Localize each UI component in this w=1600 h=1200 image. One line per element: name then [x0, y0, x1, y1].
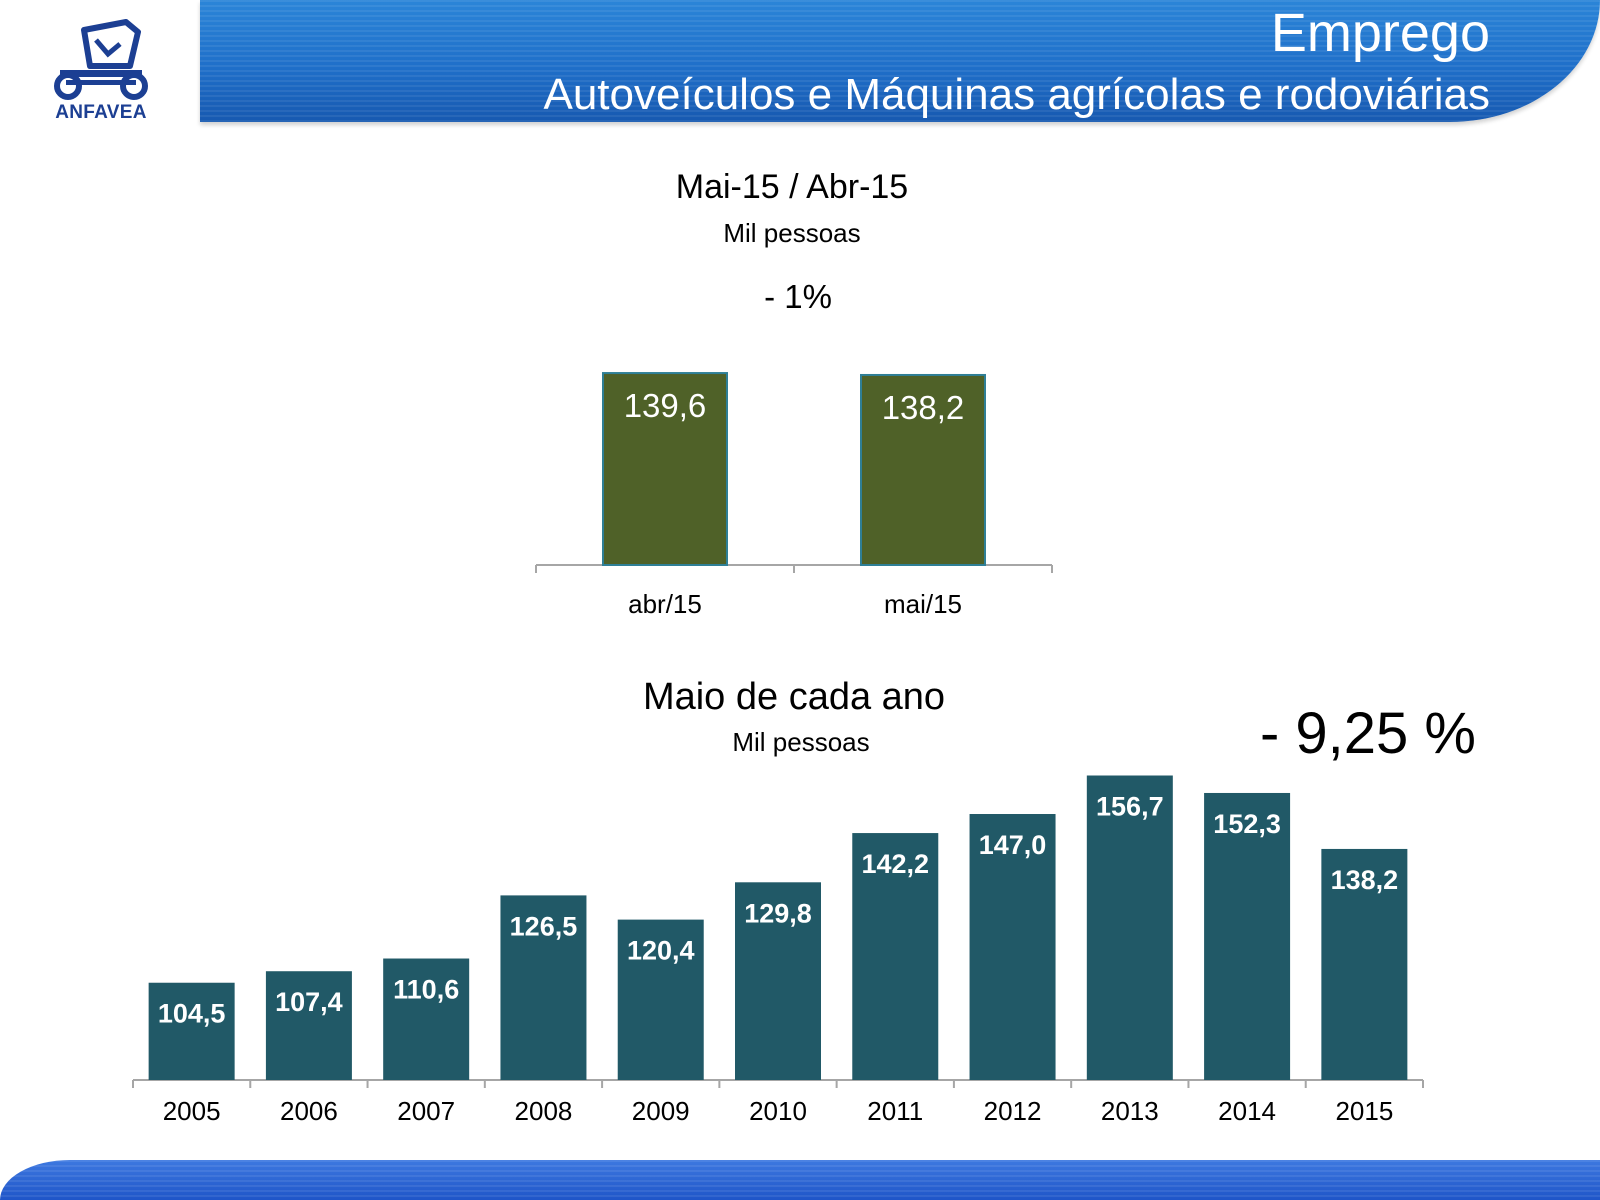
chart2-data-label: 107,4	[275, 987, 343, 1017]
chart2-tick-label: 2008	[515, 1096, 573, 1126]
chart2-bar	[969, 814, 1056, 1080]
chart1-title: Mai-15 / Abr-15	[675, 168, 909, 206]
chart2-data-label: 138,2	[1331, 865, 1399, 895]
chart2-data-label: 156,7	[1096, 792, 1164, 822]
header-band: Emprego Autoveículos e Máquinas agrícola…	[200, 0, 1600, 122]
chart2-subtitle: Mil pessoas	[732, 727, 870, 757]
chart2-data-label: 126,5	[510, 911, 578, 941]
chart1-tick-label: abr/15	[628, 589, 702, 619]
chart2-data-label: 142,2	[861, 849, 929, 879]
chart2-tick-label: 2012	[984, 1096, 1042, 1126]
chart2-bar	[735, 882, 821, 1080]
chart1-subtitle: Mil pessoas	[723, 218, 861, 248]
chart1-data-label: 139,6	[624, 387, 707, 424]
page-title: Emprego	[1270, 3, 1490, 63]
anfavea-logo: ANFAVEA	[46, 18, 156, 128]
chart2-tick-label: 2007	[397, 1096, 455, 1126]
page-subtitle: Autoveículos e Máquinas agrícolas e rodo…	[543, 70, 1490, 119]
chart2-data-label: 120,4	[627, 936, 695, 966]
chart2-tick-label: 2014	[1218, 1096, 1276, 1126]
chart1-bar	[860, 373, 986, 566]
chart2-bar	[852, 833, 939, 1080]
logo-text: ANFAVEA	[55, 102, 147, 123]
chart1-tick-label: mai/15	[884, 589, 962, 619]
chart1-bar	[602, 372, 728, 566]
chart2-change-annotation: - 9,25 %	[1260, 701, 1476, 766]
chart2-data-label: 152,3	[1213, 809, 1281, 839]
footer-band	[0, 1160, 1600, 1200]
chart2-bar	[1204, 792, 1291, 1080]
chart2-bar	[148, 982, 235, 1080]
chart2-data-label: 129,8	[744, 898, 812, 928]
chart2-tick-label: 2013	[1101, 1096, 1159, 1126]
chart1-plot: 139,6 abr/15 138,2 mai/15	[535, 372, 1053, 619]
chart2-plot: 104,5 2005 107,4 2006 110,6 2007 126,5 2008 120,…	[132, 775, 1424, 1126]
chart2-title: Maio de cada ano	[642, 676, 946, 718]
chart2-bar	[383, 958, 470, 1080]
chart2-data-label: 104,5	[158, 999, 226, 1029]
chart2-tick-label: 2005	[163, 1096, 221, 1126]
chart2-bar	[500, 895, 587, 1080]
chart2-tick-label: 2011	[867, 1096, 923, 1126]
chart2-tick-label: 2015	[1335, 1096, 1393, 1126]
tractor-logo-icon	[54, 19, 148, 100]
chart1-change-annotation: - 1%	[764, 278, 832, 315]
chart2-bar	[1321, 848, 1408, 1080]
chart2-tick-label: 2006	[280, 1096, 338, 1126]
chart2-bar	[1086, 775, 1173, 1080]
chart2-bar	[617, 919, 704, 1080]
chart2-tick-label: 2009	[632, 1096, 690, 1126]
chart2-bar	[265, 971, 352, 1080]
chart2-tick-label: 2010	[749, 1096, 807, 1126]
chart2-data-label: 110,6	[393, 975, 459, 1005]
chart1-data-label: 138,2	[882, 389, 965, 426]
chart2-data-label: 147,0	[979, 830, 1047, 860]
